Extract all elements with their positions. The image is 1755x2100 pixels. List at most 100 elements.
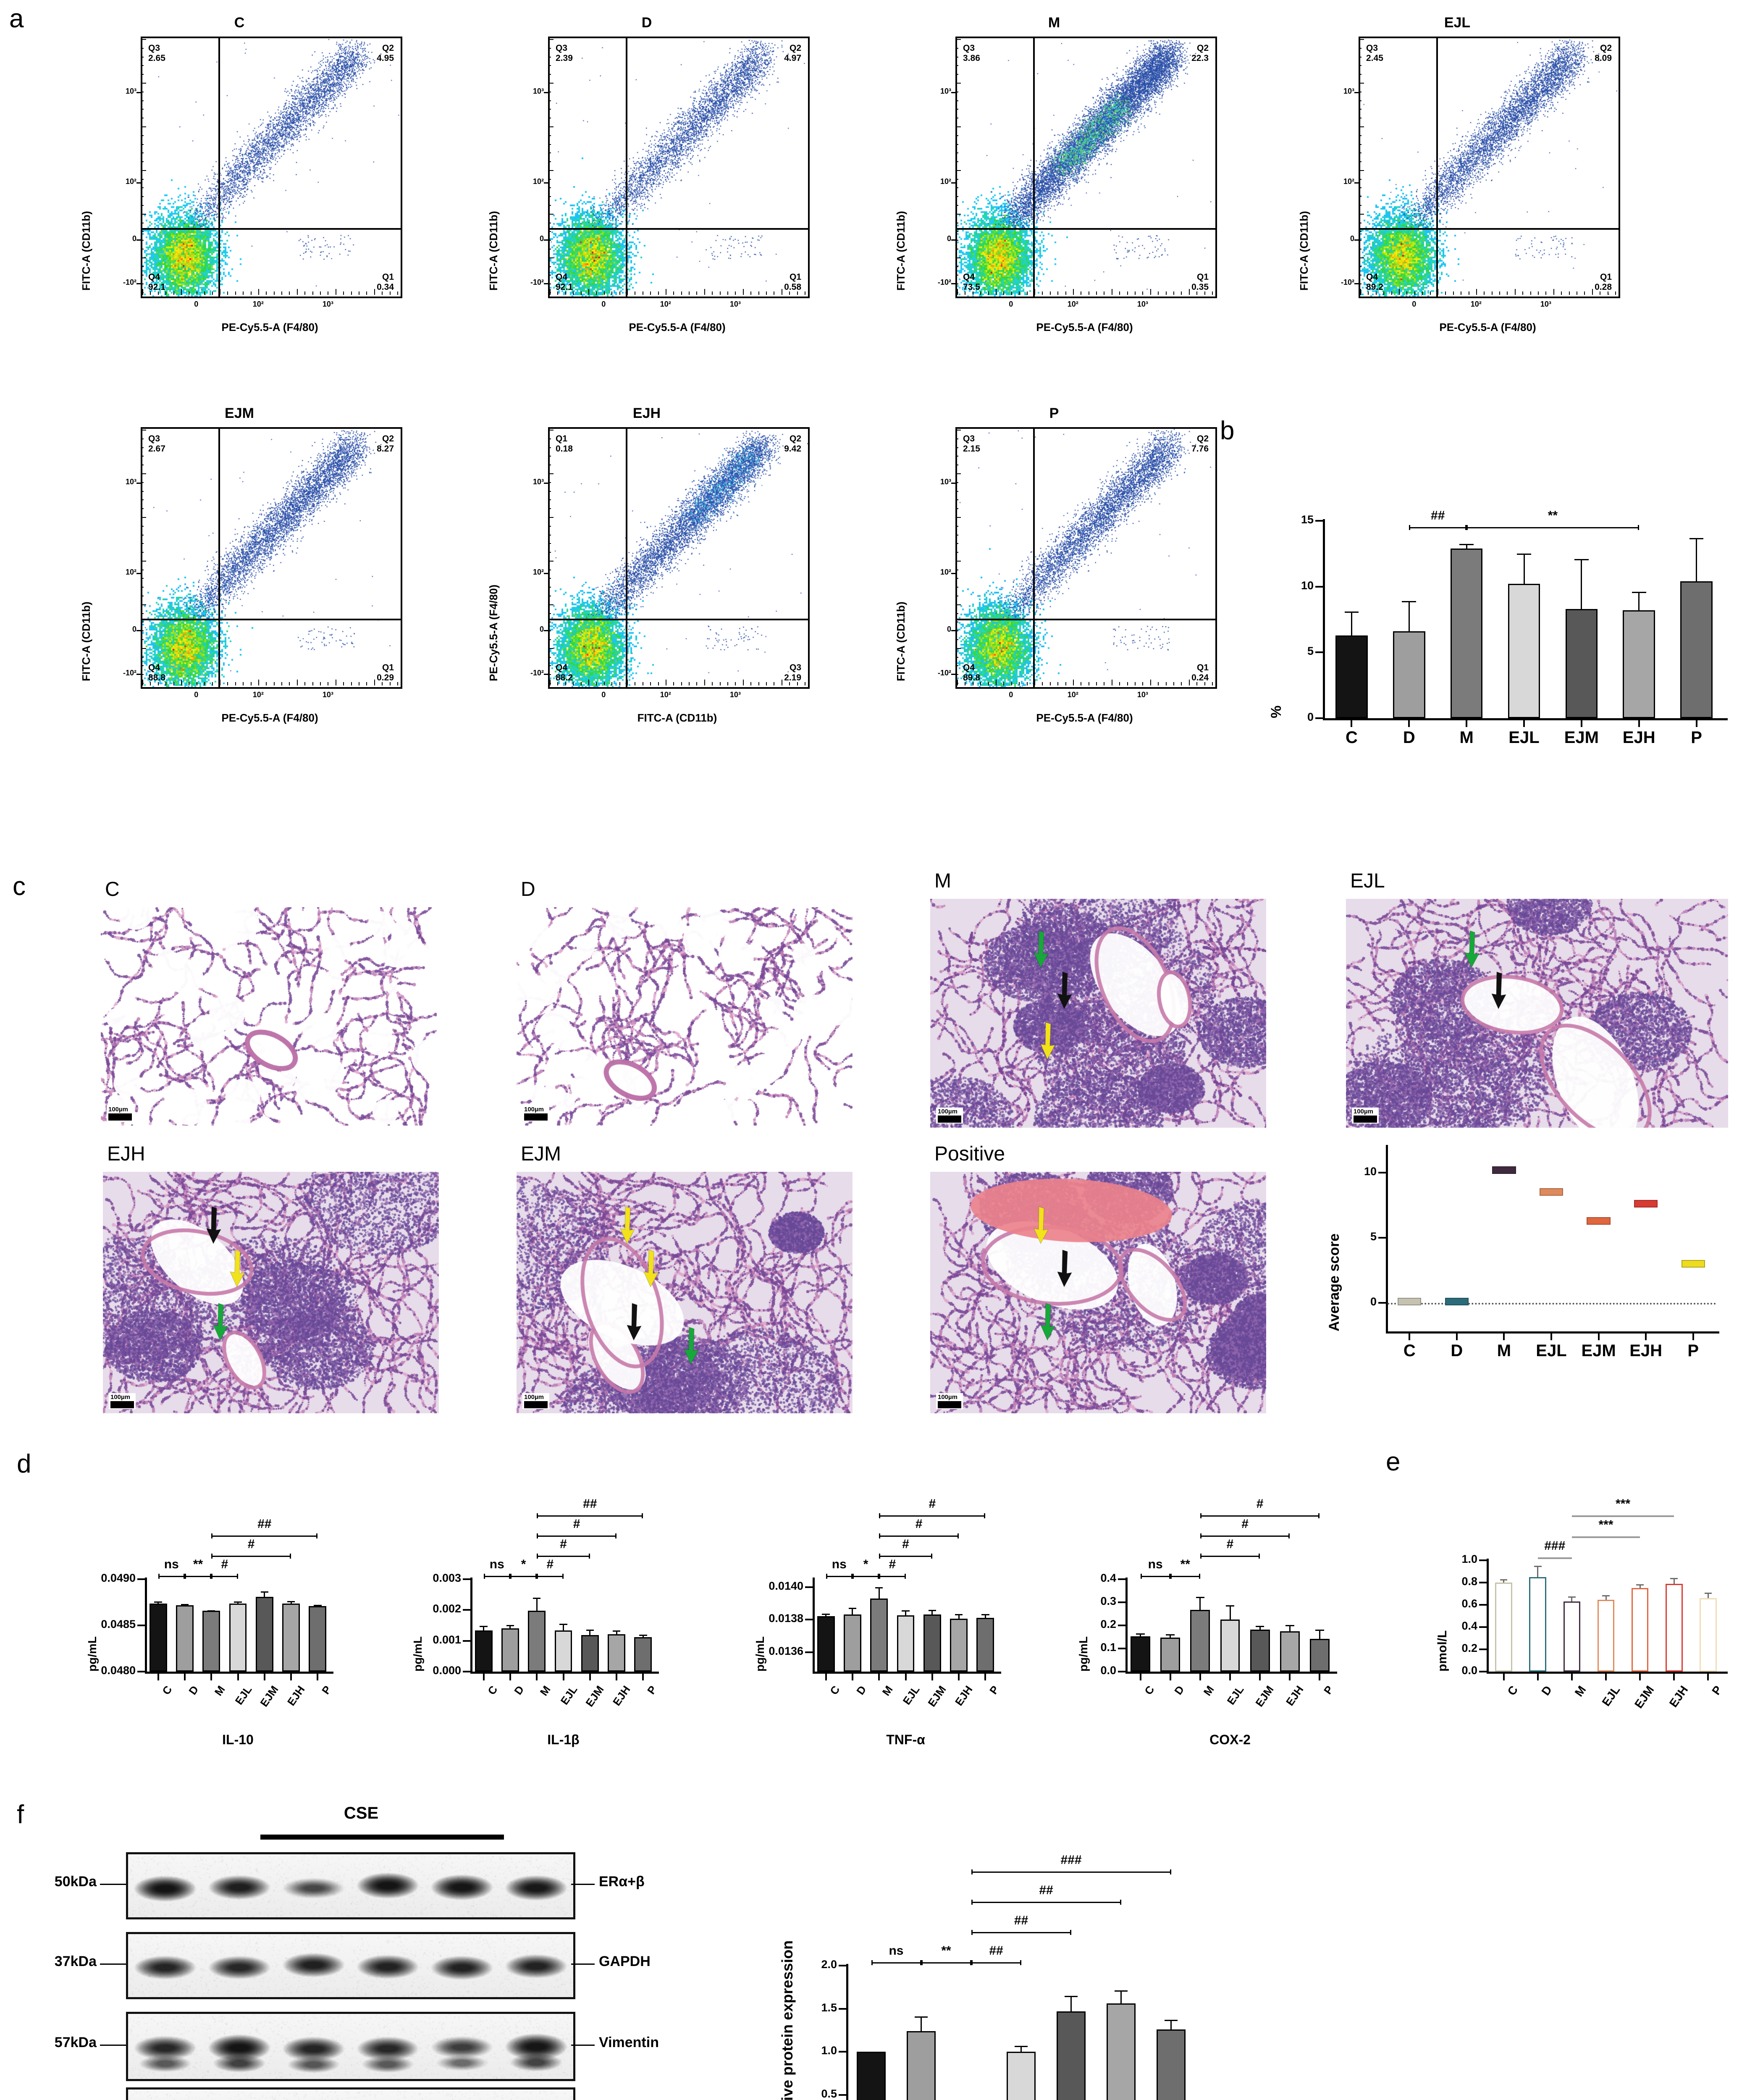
flow-x-minor-tick (704, 289, 705, 295)
flow-x-minor-tick (603, 682, 605, 685)
bar (950, 1619, 968, 1672)
flow-y-minor-tick (1359, 187, 1362, 189)
error-bar (1289, 1625, 1291, 1631)
flow-x-minor-tick (673, 682, 674, 685)
annotation-arrow-black (627, 1302, 642, 1341)
significance-label: ** (941, 1944, 951, 1958)
quadrant-name: Q3 (789, 662, 801, 672)
quadrant-name: Q1 (789, 272, 801, 282)
quadrant-value: 73.5 (963, 282, 980, 292)
significance-label: ## (1431, 509, 1445, 522)
flow-x-minor-tick (1158, 291, 1159, 295)
flow-y-tick-label: 10² (125, 177, 136, 186)
flow-y-tick-label: 0 (132, 625, 136, 633)
scale-bar-text: 100µm (524, 1106, 544, 1113)
flow-x-tick-label: 10² (1067, 300, 1078, 308)
quadrant-value: 0.28 (1595, 282, 1612, 292)
flow-y-minor-tick (141, 126, 146, 127)
flow-plot-box: Q1 0.18 Q2 9.42 Q4 88.2 Q3 2.19 (548, 427, 810, 689)
histology-canvas (517, 907, 853, 1126)
significance-bar-end (851, 1574, 853, 1579)
flow-y-minor-tick (548, 161, 551, 163)
significance-bar-end (509, 1574, 510, 1579)
x-tickmark (562, 1674, 564, 1680)
significance-bar (510, 1576, 537, 1577)
flow-x-tick-label: 0 (601, 300, 606, 308)
flow-y-tickmark (544, 92, 550, 94)
flow-y-tick-label: 0 (947, 234, 951, 243)
blot-name-leader (571, 2044, 595, 2046)
flow-x-minor-tick (1181, 291, 1182, 295)
flow-x-minor-tick (573, 291, 574, 295)
scale-bar-rule (110, 1401, 134, 1408)
flow-x-minor-tick (1165, 291, 1167, 295)
bar (1495, 1583, 1512, 1672)
blot-name-leader (571, 1964, 595, 1965)
flow-y-minor-tick (955, 665, 958, 667)
scale-bar-text: 100µm (938, 1108, 958, 1115)
y-tickmark (805, 1619, 813, 1621)
error-bar (1199, 1597, 1201, 1610)
flow-y-minor-tick (548, 517, 554, 518)
x-tickmark (1351, 720, 1353, 727)
flow-y-tick-label: 0 (132, 234, 136, 243)
y-tick-label: 5 (1307, 645, 1314, 658)
quadrant-label-bottomleft: Q4 88.2 (556, 663, 573, 683)
significance-bar (879, 1536, 959, 1537)
quadrant-value: 92.1 (148, 282, 165, 292)
quadrant-value: 8.09 (1595, 53, 1612, 63)
quadrant-label-bottomright: Q1 0.24 (1191, 663, 1209, 683)
significance-bar (971, 1902, 1121, 1903)
flow-x-axis-label: PE-Cy5.5-A (F4/80) (221, 711, 318, 724)
flow-x-minor-tick (696, 682, 698, 685)
flow-x-axis-label: PE-Cy5.5-A (F4/80) (221, 321, 318, 333)
flow-x-minor-tick (250, 682, 252, 685)
quadrant-name: Q4 (148, 662, 160, 672)
flow-y-tick-label: 10³ (533, 478, 544, 486)
flow-y-minor-tick (141, 648, 146, 649)
x-tickmark (1638, 720, 1640, 727)
y-tickmark (1378, 1302, 1386, 1304)
flow-x-minor-tick (1445, 291, 1446, 295)
flow-y-tick-label: 10³ (125, 87, 136, 96)
flow-y-minor-tick (548, 126, 554, 127)
error-bar-cap (1574, 559, 1589, 560)
significance-bar-end (184, 1574, 186, 1579)
quadrant-name: Q4 (556, 272, 568, 282)
flow-x-minor-tick (1119, 291, 1120, 295)
y-tick-label: 0.2 (1461, 1642, 1477, 1654)
bar (255, 1596, 273, 1672)
flow-x-minor-tick (1034, 289, 1035, 295)
error-bar-cap (848, 1607, 857, 1609)
scale-bar-rule (938, 1116, 961, 1123)
flow-x-minor-tick (735, 682, 736, 685)
y-tick-label: 2.0 (821, 1958, 837, 1971)
y-tick-label: 0.0 (1100, 1664, 1116, 1677)
flow-x-minor-tick (258, 680, 259, 685)
flow-x-minor-tick (1188, 680, 1190, 685)
flow-x-minor-tick (596, 682, 597, 685)
error-bar-cap (612, 1630, 621, 1632)
quadrant-value: 88.8 (148, 672, 165, 682)
x-axis-line (1487, 1672, 1728, 1674)
significance-bar-end (958, 1533, 959, 1538)
flow-y-minor-tick (548, 674, 551, 675)
error-bar (1639, 1584, 1641, 1588)
flow-x-minor-tick (389, 682, 391, 685)
significance-bar-end (537, 1513, 538, 1518)
y-axis-line (470, 1578, 472, 1672)
flow-y-axis-label: FITC-A (CD11b) (895, 601, 907, 681)
quadrant-label-topright: Q2 8.27 (377, 434, 394, 454)
y-axis-line (145, 1578, 147, 1672)
error-bar (1571, 1596, 1573, 1602)
y-tickmark (839, 2094, 846, 2096)
bar (1563, 1601, 1581, 1672)
flow-x-minor-tick (766, 682, 767, 685)
flow-x-minor-tick (1453, 291, 1454, 295)
x-axis-title: COX-2 (1209, 1732, 1251, 1747)
flow-y-minor-tick (548, 525, 551, 527)
y-tickmark (463, 1609, 470, 1611)
quadrant-label-topleft: Q3 2.67 (148, 434, 165, 454)
quadrant-name: Q2 (1196, 434, 1209, 444)
y-tickmark (805, 1651, 813, 1653)
